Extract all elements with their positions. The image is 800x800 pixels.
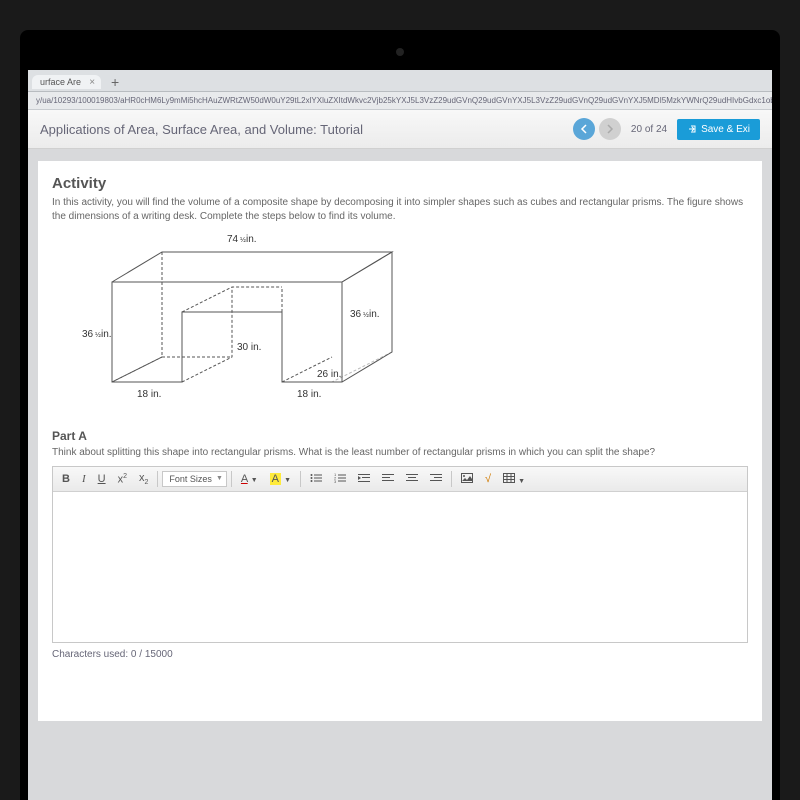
separator [451,471,452,487]
italic-button[interactable]: I [77,471,91,487]
rich-text-editor: B I U x2 x2 Font Sizes ▼ A ▼ A ▼ [52,466,748,643]
tab-title: urface Are [40,77,81,87]
align-left-button[interactable] [377,471,399,488]
bold-button[interactable]: B [57,471,75,487]
svg-text:36: 36 [82,329,94,340]
activity-description: In this activity, you will find the volu… [52,196,748,224]
character-counter: Characters used: 0 / 15000 [52,643,748,660]
svg-text:in.: in. [101,329,112,340]
image-button[interactable] [456,471,478,488]
close-icon[interactable]: × [89,77,95,88]
prev-button[interactable] [573,118,595,140]
subscript-button[interactable]: x2 [134,470,153,488]
indent-icon [358,473,370,483]
bullet-list-button[interactable] [305,471,327,488]
desk-diagram: 74 ½ in. [82,232,748,417]
separator [231,471,232,487]
page-header: Applications of Area, Surface Area, and … [28,110,772,149]
screen: urface Are × + y/ua/10293/100019803/aHR0… [28,70,772,800]
svg-text:3: 3 [334,479,337,483]
text-color-button[interactable]: A ▼ [236,471,263,487]
content-area: Activity In this activity, you will find… [38,161,762,721]
laptop-frame: urface Are × + y/ua/10293/100019803/aHR0… [0,0,800,800]
page-counter: 20 of 24 [625,124,673,135]
svg-text:36: 36 [350,309,362,320]
number-list-icon: 123 [334,473,346,483]
number-list-button[interactable]: 123 [329,471,351,488]
bg-color-button[interactable]: A ▼ [265,471,296,487]
svg-text:18 in.: 18 in. [137,389,161,400]
font-sizes-dropdown[interactable]: Font Sizes ▼ [162,471,227,487]
webcam [396,48,404,56]
new-tab-button[interactable]: + [105,74,125,90]
header-nav: 20 of 24 Save & Exi [573,118,760,140]
svg-text:74: 74 [227,234,239,245]
part-a-heading: Part A [52,429,748,443]
table-button[interactable]: ▼ [498,471,530,488]
bullet-list-icon [310,473,322,483]
next-button[interactable] [599,118,621,140]
exit-icon [687,124,697,134]
separator [300,471,301,487]
equation-button[interactable]: √ [480,471,496,487]
browser-tabs: urface Are × + [28,70,772,92]
svg-text:18 in.: 18 in. [297,389,321,400]
chevron-left-icon [580,124,588,134]
image-icon [461,473,473,483]
align-right-icon [430,473,442,483]
url-bar[interactable]: y/ua/10293/100019803/aHR0cHM6Ly9mMi5hcHA… [28,92,772,110]
browser-tab[interactable]: urface Are × [32,75,101,89]
separator [157,471,158,487]
indent-button[interactable] [353,471,375,488]
svg-text:in.: in. [246,234,257,245]
page-title: Applications of Area, Surface Area, and … [40,122,363,137]
editor-textarea[interactable] [53,492,747,642]
save-exit-button[interactable]: Save & Exi [677,119,760,140]
underline-button[interactable]: U [93,471,111,487]
chevron-down-icon: ▼ [216,475,223,482]
align-left-icon [382,473,394,483]
activity-heading: Activity [52,175,748,192]
chevron-right-icon [606,124,614,134]
editor-toolbar: B I U x2 x2 Font Sizes ▼ A ▼ A ▼ [53,467,747,492]
svg-text:26 in.: 26 in. [317,369,341,380]
align-center-button[interactable] [401,471,423,488]
screen-bezel: urface Are × + y/ua/10293/100019803/aHR0… [20,30,780,800]
part-a-question: Think about splitting this shape into re… [52,447,748,458]
align-right-button[interactable] [425,471,447,488]
superscript-button[interactable]: x2 [113,471,132,488]
svg-text:in.: in. [369,309,380,320]
table-icon [503,473,515,483]
align-center-icon [406,473,418,483]
svg-text:30 in.: 30 in. [237,342,261,353]
